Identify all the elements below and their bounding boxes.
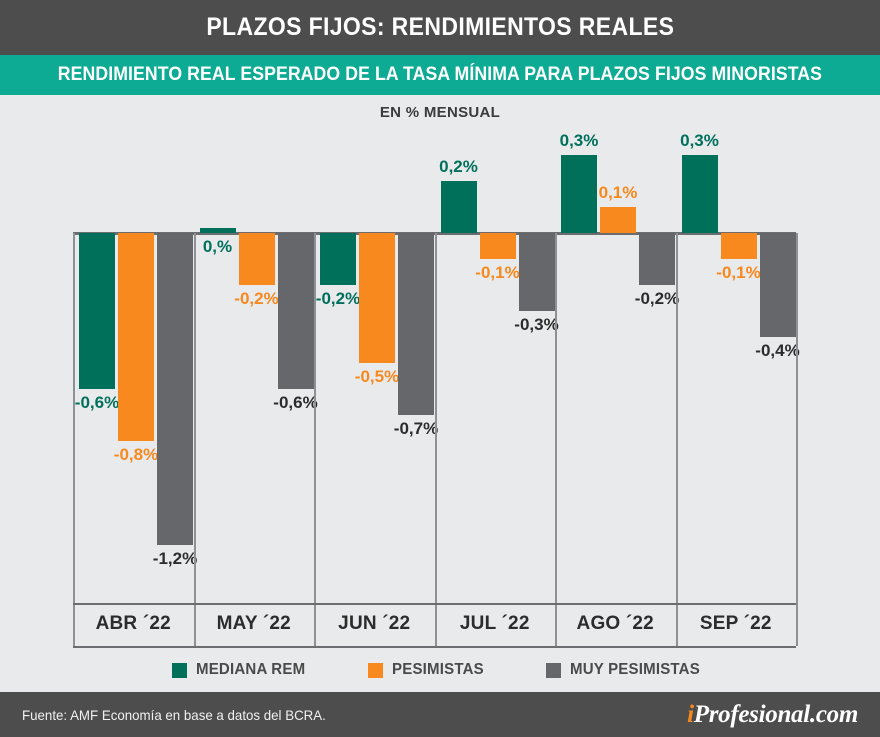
bar [398,233,434,415]
axis-rule-top [73,603,796,605]
square-swatch-gray-icon [545,662,561,678]
bar-value-label: 0,3% [680,131,719,150]
brand-logo: iProfesional.com [687,701,858,729]
bar-value-label: -0,2% [634,289,680,308]
source-note: Fuente: AMF Economía en base a datos del… [22,706,326,723]
legend-item-label: MEDIANA REM [195,661,306,678]
bar-value-label: -0,2% [234,289,279,308]
bar [720,233,757,259]
brand-logo-accent: i [687,700,694,728]
group-separator [193,233,196,605]
bar-value-label: -0,6% [273,393,318,412]
subtitle-bar: RENDIMIENTO REAL ESPERADO DE LA TASA MÍN… [0,55,880,95]
group-separator [796,233,798,605]
bar-value-label: -0,5% [354,367,400,386]
bar [759,233,796,337]
axis-category-label: JUL ´22 [459,613,530,634]
axis-rule-bottom [73,646,796,648]
bar [518,233,555,311]
group-separator [555,233,557,605]
title-bar: PLAZOS FIJOS: RENDIMIENTOS REALES [0,0,880,55]
axis-category-label: SEP ´22 [699,613,772,634]
group-separator [434,233,437,605]
axis-category-label: JUN ´22 [338,613,411,634]
axis-category-label: MAY ´22 [216,613,291,634]
bar-value-label: -0,3% [514,315,559,334]
brand-logo-text: Profesional.com [693,700,859,728]
bar [600,207,636,233]
chart-subtitle: RENDIMIENTO REAL ESPERADO DE LA TASA MÍN… [57,64,823,85]
bar [561,155,597,233]
axis-tick [73,605,75,646]
axis-tick [314,605,316,646]
bar [79,233,115,389]
bar [199,228,236,233]
legend-item: MEDIANA REM [171,661,312,679]
bar-value-label: -1,2% [152,549,198,568]
axis-category-label: AGO ´22 [576,613,654,634]
bar-value-label: -0,4% [755,341,800,360]
axis-tick [796,605,798,646]
legend-item-label: PESIMISTAS [392,661,485,678]
axis-tick [434,605,437,646]
bar-value-label: -0,1% [716,263,761,282]
bar-value-label: 0,3% [559,131,599,150]
footer-bar: Fuente: AMF Economía en base a datos del… [0,692,880,737]
chart-legend: MEDIANA REM PESIMISTAS MUY PESIMISTAS [0,655,880,685]
square-swatch-orange-icon [368,662,384,678]
bar [440,181,477,233]
bar-value-label: 0,2% [439,157,478,176]
bar [320,233,356,285]
bar [359,233,395,363]
bar [118,233,154,441]
chart-units-label: EN % MENSUAL [379,104,501,121]
bar-value-label: -0,6% [74,393,120,412]
chart-plot-area: -0,6% -0,8% -1,2% 0,% -0,2% -0,6% -0,2% -0,5% -0… [0,130,880,610]
bar-value-label: -0,7% [393,419,439,438]
legend-item-label: MUY PESIMISTAS [569,661,700,678]
bar-value-label: 0,1% [598,183,638,202]
bar-value-label: 0,% [202,237,233,256]
group-separator [73,233,75,605]
bar [277,233,314,389]
legend-item: MUY PESIMISTAS [545,661,708,679]
bar [479,233,516,259]
bar-value-label: -0,2% [315,289,361,308]
square-swatch-green-icon [171,662,187,678]
group-separator [314,233,316,605]
x-axis-category-strip: ABR ´22 MAY ´22 JUN ´22 JUL ´22 AGO ´22 SEP ´… [0,603,880,648]
bar-value-label: -0,1% [475,263,520,282]
group-separator [675,233,678,605]
bar-value-label: -0,8% [113,445,159,464]
bar [157,233,193,545]
bar [238,233,275,285]
page-title: PLAZOS FIJOS: RENDIMIENTOS REALES [206,13,674,41]
bar [681,155,718,233]
axis-category-label: ABR ´22 [95,613,171,634]
axis-tick [675,605,678,646]
bar [639,233,675,285]
legend-item: PESIMISTAS [368,661,490,679]
axis-tick [555,605,557,646]
axis-tick [193,605,196,646]
